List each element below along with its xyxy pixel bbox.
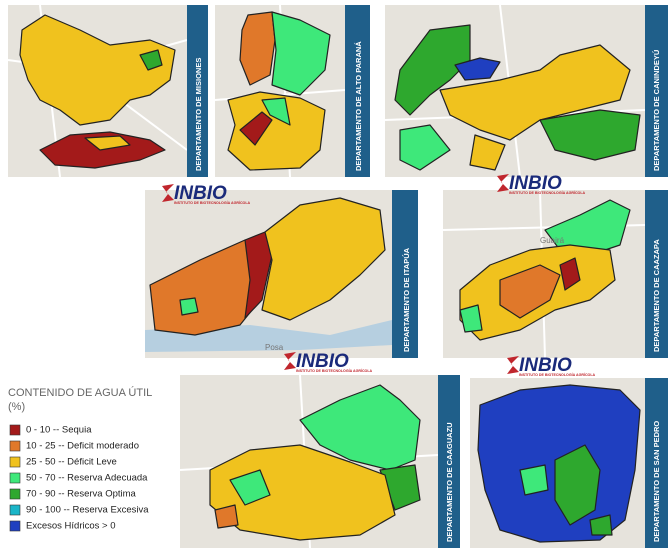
- department-label: DEPARTAMENTO DE CAAGUAZU: [445, 422, 454, 542]
- map-panel: DEPARTAMENTO DE CAAGUAZU: [179, 374, 460, 549]
- department-label: DEPARTAMENTO DE CANINDEYÚ: [652, 50, 661, 171]
- map-panel: Guairá DEPARTAMENTO DE CAAZAPA: [442, 189, 668, 359]
- map-panel: Posa DEPARTAMENTO DE ITAPÚA: [145, 190, 418, 358]
- legend-swatch: [9, 472, 21, 484]
- logo-subtitle: INSTITUTO DE BIOTECNOLOGÍA AGRÍCOLA: [509, 190, 586, 195]
- legend-swatch: [9, 520, 21, 532]
- department-label: DEPARTAMENTO DE CAAZAPA: [652, 239, 661, 352]
- logo-subtitle: INSTITUTO DE BIOTECNOLOGÍA AGRÍCOLA: [296, 368, 373, 373]
- legend: CONTENIDO DE AGUA ÚTIL (%) 0 - 10 -- Seq…: [8, 386, 152, 532]
- legend-unit: (%): [8, 401, 25, 413]
- map-panel: DEPARTAMENTO DE SAN PEDRO: [470, 378, 668, 548]
- logo-name: INBIO: [509, 173, 562, 194]
- legend-label: 90 - 100 -- Reserva Excesiva: [26, 505, 149, 516]
- map-panel: DEPARTAMENTO DE CANINDEYÚ: [384, 4, 668, 178]
- logo-subtitle: INSTITUTO DE BIOTECNOLOGÍA AGRÍCOLA: [519, 372, 596, 377]
- logo: INBIO INSTITUTO DE BIOTECNOLOGÍA AGRÍCOL…: [284, 351, 373, 373]
- legend-label: Excesos Hídricos > 0: [26, 521, 116, 532]
- department-label: DEPARTAMENTO DE MISIONES: [194, 58, 203, 171]
- map-panel: DEPARTAMENTO DE MISIONES: [7, 4, 208, 178]
- department-label: DEPARTAMENTO DE ITAPÚA: [402, 247, 411, 352]
- map-panel: DEPARTAMENTO DE ALTO PARANÁ: [214, 4, 370, 178]
- legend-label: 50 - 70 -- Reserva Adecuada: [26, 473, 148, 484]
- legend-swatch: [9, 440, 21, 452]
- department-label: DEPARTAMENTO DE SAN PEDRO: [652, 421, 661, 542]
- place-label: Guairá: [540, 236, 565, 245]
- logo-name: INBIO: [519, 355, 572, 376]
- department-label: DEPARTAMENTO DE ALTO PARANÁ: [354, 41, 363, 171]
- legend-swatch: [9, 456, 21, 468]
- legend-swatch: [9, 504, 21, 516]
- legend-swatch: [9, 488, 21, 500]
- legend-label: 25 - 50 -- Déficit Leve: [26, 457, 117, 468]
- logo-name: INBIO: [174, 183, 227, 204]
- logo: INBIO INSTITUTO DE BIOTECNOLOGÍA AGRÍCOL…: [507, 355, 596, 377]
- legend-label: 10 - 25 -- Deficit moderado: [26, 441, 139, 452]
- legend-label: 0 - 10 -- Sequia: [26, 425, 92, 436]
- logo: INBIO INSTITUTO DE BIOTECNOLOGÍA AGRÍCOL…: [497, 173, 586, 195]
- place-label: Posa: [265, 343, 284, 352]
- logo-subtitle: INSTITUTO DE BIOTECNOLOGÍA AGRÍCOLA: [174, 200, 251, 205]
- logo: INBIO INSTITUTO DE BIOTECNOLOGÍA AGRÍCOL…: [162, 183, 251, 205]
- legend-title: CONTENIDO DE AGUA ÚTIL: [8, 386, 152, 399]
- legend-swatch: [9, 424, 21, 436]
- logo-name: INBIO: [296, 351, 349, 372]
- legend-label: 70 - 90 -- Reserva Optima: [26, 489, 137, 500]
